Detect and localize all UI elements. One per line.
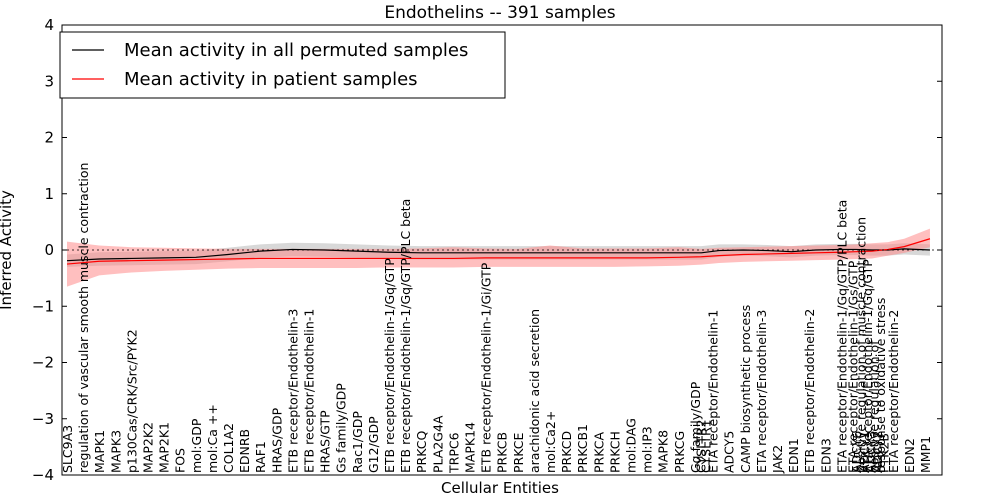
x-category-label: ETA receptor/Endothelin-2: [886, 310, 901, 473]
x-category-label: MAPK1: [92, 430, 107, 473]
x-category-label: MAPK14: [463, 422, 478, 473]
y-tick-label: −4: [32, 466, 54, 484]
x-category-label: arachidonic acid secretion: [527, 309, 542, 473]
y-tick-label: 2: [44, 129, 54, 147]
x-category-label: ETB receptor/Endothelin-1: [302, 309, 317, 473]
y-axis-label: Inferred Activity: [0, 190, 15, 310]
x-category-label: EDNRB: [237, 429, 252, 473]
x-category-label: positive regulation of muscle contractio…: [854, 217, 869, 473]
x-category-label: ETA receptor/Endothelin-1/Gs/GTP: [846, 260, 861, 473]
legend-label-0: Mean activity in all permuted samples: [124, 40, 468, 61]
x-category-label: response to oxidative stress: [873, 298, 888, 473]
series-group: [66, 228, 931, 287]
x-category-label: PRKCH: [607, 431, 622, 473]
legend-label-1: Mean activity in patient samples: [124, 69, 418, 90]
x-category-label: RAF1: [253, 441, 268, 473]
x-category-label: PRKCQ: [414, 431, 429, 473]
x-category-label: Gq family/GDP: [688, 381, 703, 473]
x-category-label: PTK2B: [876, 433, 891, 473]
x-category-label: EDN1: [786, 438, 801, 473]
x-category-label: mol:Ca ++: [205, 404, 220, 473]
x-category-label: p130Cas/CRK/Src/PYK2: [124, 329, 139, 473]
x-category-label: mol:IP3: [640, 426, 655, 473]
x-category-label: MAP2K2: [141, 422, 156, 473]
x-category-label: FOS: [173, 448, 188, 473]
x-category-label: TRPC6: [446, 432, 461, 474]
y-tick-label: −3: [32, 410, 54, 428]
plot-area: −4 −3 −2 −1 0 1 2 3 4 SLC9A3 regulation of vascula…: [32, 16, 943, 484]
x-category-label: ETA receptor/Endothelin-1/Gq/GTP: [860, 259, 875, 473]
x-category-label: mol:DAG: [624, 418, 639, 473]
x-category-label: ETB receptor/Endothelin-1/Gi/GTP: [479, 262, 494, 473]
x-category-label: MAPK3: [108, 430, 123, 473]
x-category-label: ADCY1: [857, 431, 872, 473]
x-category-label: ETB receptor/Endothelin-1/Gq/GTP: [382, 258, 397, 473]
x-category-label: ETB receptor/Endothelin-3: [285, 309, 300, 473]
x-category-label: Rac1/GDP: [350, 411, 365, 473]
x-category-label: ETA receptor/Endothelin-1/Gq/GTP/PLC bet…: [834, 200, 849, 473]
series-line-1: [66, 238, 931, 265]
x-category-label: HRAS/GDP: [269, 407, 284, 473]
x-category-label: MAP2K1: [157, 422, 172, 473]
x-category-label: PRKCE: [511, 433, 526, 473]
x-category-label: PRKCB: [495, 432, 510, 473]
x-category-label: SLC9A3: [60, 425, 75, 473]
y-tick-label: 1: [44, 185, 54, 203]
x-category-label: CYSLTR2: [694, 419, 709, 473]
x-category-label: ADCY3: [863, 431, 878, 473]
series-line-0: [66, 248, 930, 262]
x-category-label: ETB receptor/Endothelin-2: [802, 309, 817, 473]
x-category-label: COL1A2: [221, 423, 236, 473]
x-category-label: ADCY2: [870, 431, 885, 473]
x-category-label: mol:GDP: [189, 418, 204, 473]
x-category-label: G12/GDP: [366, 416, 381, 473]
x-category-label: EDN3: [818, 438, 833, 473]
x-category-label: regulation of vascular smooth muscle con…: [76, 163, 91, 473]
y-tick-label: 4: [44, 16, 54, 34]
x-category-label: ADCY5: [722, 431, 737, 473]
x-axis-label: Cellular Entities: [441, 479, 559, 497]
x-category-label: Gs family/GDP: [334, 383, 349, 473]
x-category-label: PRKCB1: [575, 424, 590, 473]
x-category-label: ETA receptor/Endothelin-3: [754, 310, 769, 473]
y-tick-label: 0: [44, 241, 54, 259]
x-category-label: PRKCD: [559, 431, 574, 473]
y-tick-label: −1: [32, 297, 54, 315]
y-tick-label: 3: [44, 72, 54, 90]
x-category-label: HRAS/GTP: [318, 410, 333, 473]
x-category-label: ETA receptor/Endothelin-1: [706, 310, 721, 473]
x-category-label: PRKCA: [591, 432, 606, 473]
y-tick-label: −2: [32, 354, 54, 372]
x-category-label: ETB receptor/Endothelin-1/Gq/GTP/PLC bet…: [398, 199, 413, 473]
x-category-label: ADCY6: [849, 431, 864, 473]
x-category-label: positive regulation of: [867, 340, 882, 473]
x-category-label: MMP1: [918, 436, 933, 473]
x-category-label: MAPK8: [656, 430, 671, 473]
x-category-label: JAK2: [770, 445, 785, 474]
x-category-label: PLA2G4A: [430, 415, 445, 473]
x-category-label: EDN2: [902, 438, 917, 473]
x-category-label: PRKCG: [672, 431, 687, 473]
x-category-label: CYSLTR1: [698, 419, 713, 473]
legend-box: [59, 31, 506, 99]
chart-title: Endothelins -- 391 samples: [384, 3, 615, 23]
x-category-label: mol:Ca2+: [543, 411, 558, 473]
x-category-label: CAMP biosynthetic process: [738, 305, 753, 473]
